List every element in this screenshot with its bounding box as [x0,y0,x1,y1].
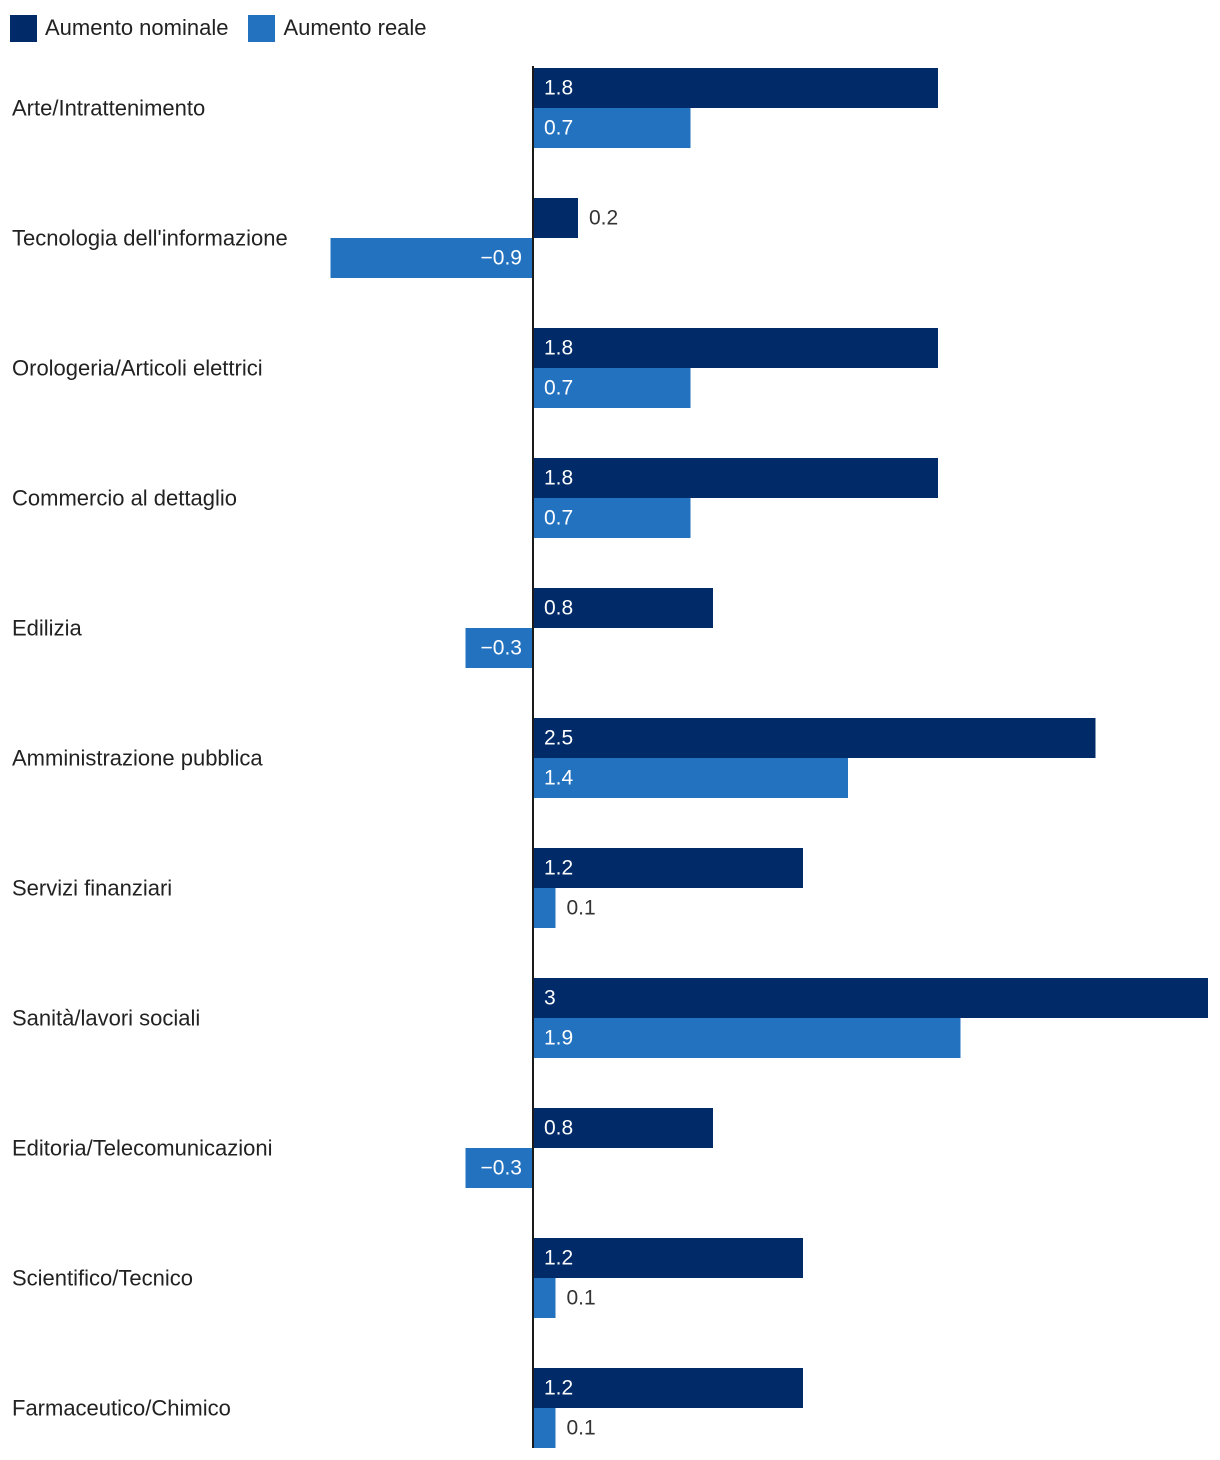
legend-label-nominale: Aumento nominale [45,15,229,40]
data-label: −0.9 [481,247,522,270]
legend-item-nominale: Aumento nominale [10,14,229,42]
data-label: 1.8 [544,467,573,490]
bar-nominale [533,718,1096,758]
data-label: 0.7 [544,377,573,400]
bar-reale [533,1278,556,1318]
data-label: −0.3 [481,1157,522,1180]
bar-reale [465,1148,533,1188]
data-label: 1.8 [544,337,573,360]
data-label: 0.7 [544,117,573,140]
bar-nominale [533,68,938,108]
category-label: Commercio al dettaglio [12,486,237,511]
data-label: 1.2 [544,1247,573,1270]
legend-swatch-nominale [10,14,37,42]
data-label: −0.3 [481,637,522,660]
data-label: 1.2 [544,1377,573,1400]
bar-nominale [533,198,578,238]
category-label: Tecnologia dell'informazione [12,226,288,251]
bar-reale [533,758,848,798]
data-label: 1.9 [544,1027,573,1050]
legend: Aumento nominale Aumento reale [10,12,427,44]
data-label: 0.8 [544,1117,573,1140]
bar-reale [330,238,533,278]
bar-reale [533,1018,961,1058]
data-label: 0.2 [589,207,618,230]
bar-reale [533,498,691,538]
category-label: Orologeria/Articoli elettrici [12,356,263,381]
bar-reale [533,108,691,148]
data-label: 0.1 [567,1417,596,1440]
category-label: Farmaceutico/Chimico [12,1396,231,1421]
data-label: 0.8 [544,597,573,620]
bar-nominale [533,1368,803,1408]
bar-reale [533,888,556,928]
data-label: 1.8 [544,77,573,100]
data-label: 2.5 [544,727,573,750]
data-label: 1.4 [544,767,574,790]
category-label: Amministrazione pubblica [12,746,263,771]
category-label: Scientifico/Tecnico [12,1266,193,1291]
category-label: Editoria/Telecomunicazioni [12,1136,272,1161]
legend-item-reale: Aumento reale [248,14,427,42]
bar-nominale [533,328,938,368]
category-label: Arte/Intrattenimento [12,96,205,121]
bar-nominale [533,588,713,628]
data-label: 1.2 [544,857,573,880]
data-label: 0.7 [544,507,573,530]
bar-reale [465,628,533,668]
legend-label-reale: Aumento reale [283,15,427,40]
category-label: Edilizia [12,616,82,641]
data-label: 0.1 [567,897,596,920]
category-label: Sanità/lavori sociali [12,1006,200,1031]
bar-nominale [533,978,1208,1018]
legend-swatch-reale [248,14,276,42]
bar-nominale [533,1108,713,1148]
data-label: 0.1 [567,1287,596,1310]
bar-reale [533,368,691,408]
category-label: Servizi finanziari [12,876,172,901]
bar-reale [533,1408,556,1448]
bar-nominale [533,848,803,888]
bar-nominale [533,1238,803,1278]
bar-nominale [533,458,938,498]
data-label: 3 [544,987,556,1010]
